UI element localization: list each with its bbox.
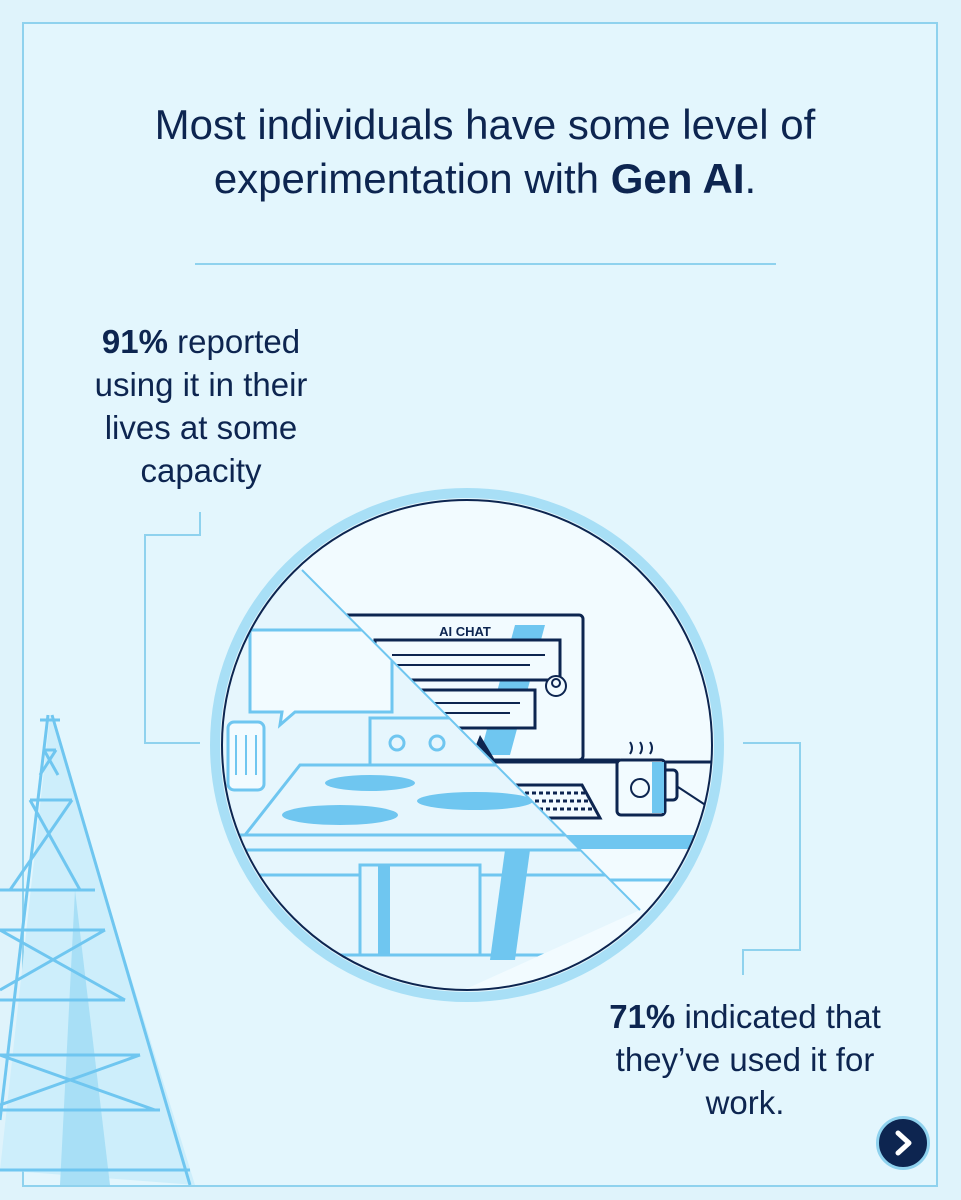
circle-vignette: [210, 488, 724, 1002]
screen-label: AI CHAT: [439, 624, 491, 639]
transmission-tower-icon: [0, 714, 195, 1186]
title-divider: [195, 263, 776, 265]
stat-personal-use: 91% reported using it in their lives at …: [60, 320, 342, 492]
chat-bubble-icon: [248, 628, 394, 729]
headline-line-2-prefix: experimentation with: [213, 155, 611, 202]
user-avatar-icon: [545, 675, 567, 697]
next-button[interactable]: [876, 1116, 930, 1170]
bracket-left: [144, 512, 201, 744]
headline-line-2-suffix: .: [744, 155, 757, 202]
smart-speaker-icon: [226, 720, 266, 792]
chevron-right-icon: [895, 1130, 912, 1156]
stat-personal-use-text: reported using it in their lives at some…: [94, 323, 308, 489]
headline-emphasis: Gen AI: [610, 155, 745, 202]
coffee-mug-icon: [615, 741, 711, 817]
headline: Most individuals have some level of expe…: [100, 98, 870, 206]
stat-work-use-value: 71%: [609, 998, 676, 1035]
stat-personal-use-value: 91%: [101, 323, 168, 360]
bracket-right: [742, 742, 801, 975]
headline-line-1: Most individuals have some level of: [154, 101, 816, 148]
stat-work-use-text: indicated that they’ve used it for work.: [615, 998, 881, 1121]
stat-work-use: 71% indicated that they’ve used it for w…: [600, 995, 890, 1124]
